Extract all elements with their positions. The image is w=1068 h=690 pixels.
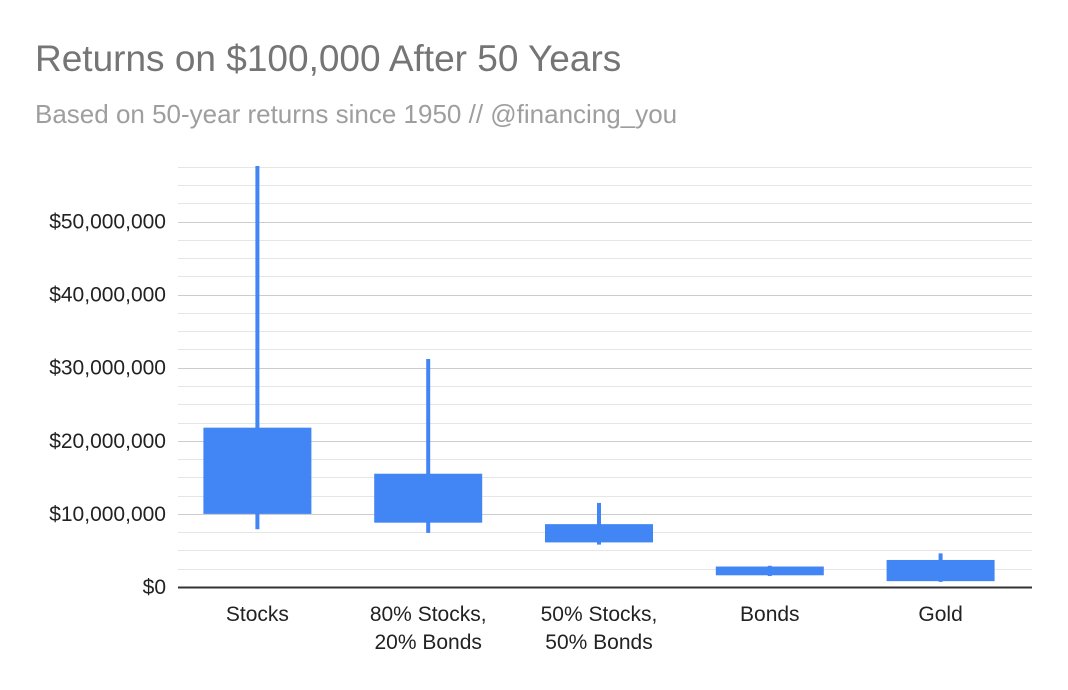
- candle-body: [715, 566, 824, 576]
- chart-subtitle: Based on 50-year returns since 1950 // @…: [35, 99, 678, 129]
- x-tick-label: Bonds: [740, 603, 800, 626]
- candles: [203, 166, 995, 582]
- candle: [886, 553, 995, 582]
- y-tick-label: $0: [143, 576, 166, 599]
- y-tick-label: $20,000,000: [49, 430, 166, 453]
- x-tick-label: Stocks: [226, 603, 289, 626]
- candle: [715, 565, 824, 577]
- candle: [203, 166, 312, 530]
- candle-body: [203, 427, 312, 514]
- x-tick-label: Gold: [918, 603, 962, 626]
- y-tick-label: $50,000,000: [49, 211, 166, 234]
- chart-title: Returns on $100,000 After 50 Years: [35, 38, 622, 79]
- candle: [545, 502, 653, 545]
- y-tick-label: $10,000,000: [49, 503, 166, 526]
- candle-body: [886, 559, 995, 582]
- y-axis-tick-labels: $0 $10,000,000 $20,000,000 $30,000,000 $40,0…: [49, 211, 166, 599]
- x-tick-label: 20% Bonds: [374, 631, 481, 654]
- candle-body: [374, 473, 483, 523]
- x-tick-label: 50% Stocks,: [541, 603, 658, 626]
- x-tick-label: 80% Stocks,: [370, 603, 487, 626]
- x-tick-label: 50% Bonds: [545, 631, 652, 654]
- gridlines: [178, 167, 1032, 570]
- y-tick-label: $40,000,000: [49, 284, 166, 307]
- x-axis-tick-labels: Stocks 80% Stocks, 20% Bonds 50% Stocks, 50%…: [226, 603, 963, 654]
- candle: [374, 358, 483, 533]
- y-tick-label: $30,000,000: [49, 357, 166, 380]
- candle-body: [545, 524, 653, 543]
